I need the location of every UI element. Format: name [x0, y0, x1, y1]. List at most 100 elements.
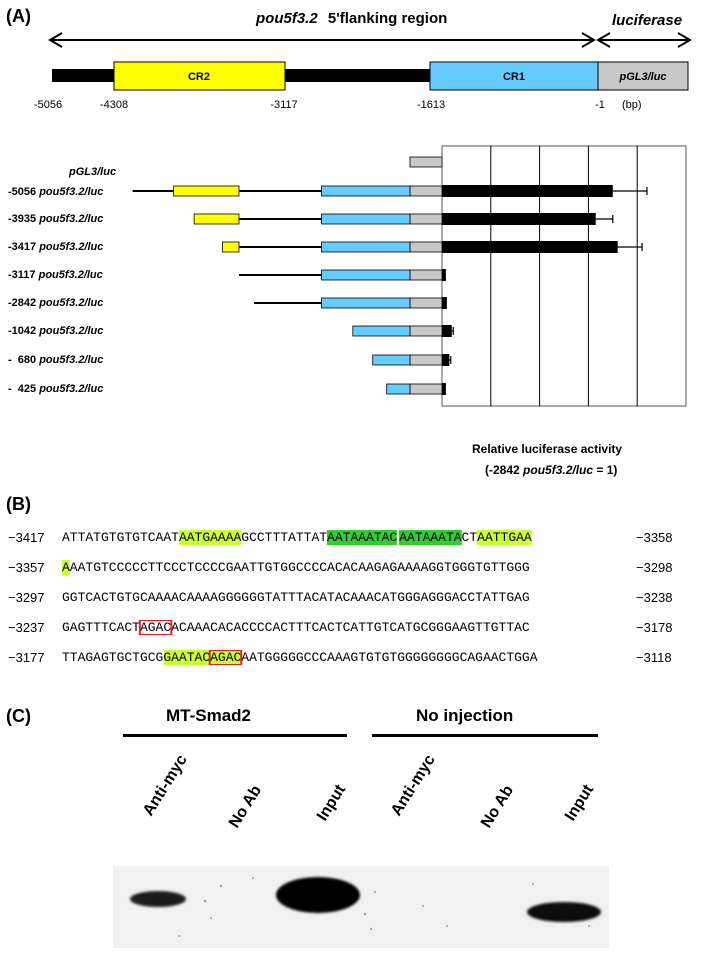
- sequence-start: −3297: [8, 589, 45, 605]
- cr1-label: CR1: [503, 71, 525, 83]
- luc-box: [409, 383, 443, 395]
- highlighted-motif: AATTGAA: [477, 529, 532, 545]
- sequence-line: −3237 GAGTTTCACTAGACACAAACACACCCCACTTTCAC…: [8, 616, 673, 638]
- group-underline-2: [372, 734, 598, 737]
- gel-image: [113, 866, 609, 948]
- luciferase-label: luciferase: [612, 12, 683, 29]
- bar: [442, 297, 447, 309]
- luc-box: [409, 354, 443, 366]
- cr1-segment: [386, 383, 411, 395]
- group-underline-1: [123, 734, 347, 737]
- cr1-segment: [352, 325, 411, 337]
- sequence-line: −3177 TTAGAGTGCTGCGGAATACAGACAATGGGGGCCCA…: [8, 646, 672, 668]
- region-title: pou5f3.2 5'flanking region: [256, 10, 447, 27]
- vector-box: [597, 61, 689, 91]
- lane-label-anti-myc-2: Anti-myc: [388, 751, 439, 820]
- cr1-box: [429, 61, 599, 91]
- luc-box: [409, 156, 443, 168]
- coord-3117: -3117: [270, 99, 297, 111]
- coord-5056: -5056: [34, 99, 62, 111]
- region-label: 5'flanking region: [327, 10, 448, 27]
- region-arrow: [48, 32, 596, 48]
- construct-label-1: -5056 pou5f3.2/luc: [8, 186, 104, 198]
- cr1-segment: [372, 354, 411, 366]
- cr1-segment: [321, 241, 411, 253]
- highlighted-motif: AATGAAAA: [178, 529, 242, 545]
- gel-band-anti-myc: [130, 891, 186, 907]
- bar: [442, 185, 613, 197]
- group-no-injection: No injection: [416, 706, 514, 725]
- sequence-segment: CT: [461, 529, 478, 545]
- luc-box: [409, 297, 443, 309]
- coord-1: -1: [595, 99, 605, 111]
- sequence-text: ATTATGTGTGTCAATAATGAAAAGCCTTTATTATAATAAA…: [62, 529, 621, 545]
- cr2-box: [113, 61, 286, 91]
- sequence-segment: TTAGAGTGCTGCG: [62, 649, 164, 665]
- smad-binding-site: AGAC: [138, 619, 173, 635]
- sequence-text: AAATGTCCCCCTTCCCTCCCCGAATTGTGGCCCCACACAA…: [62, 559, 621, 575]
- promoter-map: CR2 CR1 pGL3/luc -5056 -4308 -3117 -1613…: [34, 32, 692, 111]
- sequence-start: −3177: [8, 649, 45, 665]
- cr2-label: CR2: [188, 71, 210, 83]
- gel-band-input-2: [527, 902, 601, 922]
- cr1-segment: [321, 213, 411, 225]
- sequence-line: −3417 ATTATGTGTGTCAATAATGAAAAGCCTTTATTATA…: [8, 526, 673, 548]
- sequence-text: TTAGAGTGCTGCGGAATACAGACAATGGGGGCCCAAAGTG…: [62, 649, 621, 665]
- luc-box: [409, 185, 443, 197]
- cr1-segment: [321, 269, 411, 281]
- gel-band-input-1: [276, 877, 360, 913]
- vector-label: pGL3/luc: [618, 71, 666, 83]
- bar: [442, 213, 596, 225]
- sequence-segment: AATGGGGGCCCAAAGTGTGTGGGGGGGGCAGAACTGGA: [241, 649, 538, 665]
- sequence-segment: GCCTTTATTAT: [241, 529, 328, 545]
- luciferase-arrow: [596, 32, 692, 48]
- x-axis-subtitle: (-2842 pou5f3.2/luc = 1): [485, 463, 618, 477]
- bar: [442, 354, 450, 366]
- construct-label-2: -3935 pou5f3.2/luc: [8, 213, 104, 225]
- coord-4308: -4308: [100, 99, 128, 111]
- construct-label-6: -1042 pou5f3.2/luc: [8, 325, 104, 337]
- coord-1613: -1613: [417, 99, 445, 111]
- construct-label-list: pGL3/luc -5056 pou5f3.2/luc -3935 pou5f3…: [0, 0, 140, 420]
- bar: [442, 241, 618, 253]
- sequence-end: −3238: [636, 589, 673, 605]
- highlighted-motif: A: [62, 559, 70, 575]
- sequence-segment: ATTATGTGTGTCAAT: [62, 529, 179, 545]
- construct-label-7: - 680 pou5f3.2/luc: [8, 354, 104, 366]
- construct-label-3: -3417 pou5f3.2/luc: [8, 241, 104, 253]
- sequence-segment: AATGTCCCCCTTCCCTCCCCGAATTGTGGCCCCACACAAG…: [69, 559, 530, 575]
- cr2-segment: [173, 185, 240, 197]
- luc-box: [409, 325, 443, 337]
- panel-c-label: (C): [6, 706, 31, 726]
- panel-a-label: (A): [6, 6, 31, 26]
- sequence-end: −3178: [636, 619, 673, 635]
- construct-label-0: pGL3/luc: [69, 166, 117, 178]
- highlighted-motif: AATAAATAC: [327, 529, 398, 545]
- sequence-start: −3417: [8, 529, 45, 545]
- panel-b-label: (B): [6, 494, 31, 514]
- sequence-end: −3118: [636, 649, 672, 665]
- construct-label-4: -3117 pou5f3.2/luc: [8, 269, 103, 281]
- coord-unit: (bp): [622, 99, 642, 111]
- sequence-end: −3298: [636, 559, 673, 575]
- highlighted-motif: GAATAC: [163, 649, 211, 665]
- luc-box: [409, 241, 443, 253]
- sequence-line: −3357 AAATGTCCCCCTTCCCTCCCCGAATTGTGGCCCCA…: [8, 556, 673, 578]
- smad-binding-site: AGAC: [209, 649, 243, 665]
- lane-label-input-1: Input: [314, 781, 350, 825]
- sequence-start: −3357: [8, 559, 45, 575]
- sequence-line: −3297 GGTCACTGTGCAAAACAAAAGGGGGGTATTTACAT…: [8, 586, 673, 608]
- luc-box: [409, 213, 443, 225]
- lane-label-input-2: Input: [562, 781, 598, 825]
- bar: [442, 269, 446, 281]
- cr1-segment: [321, 297, 411, 309]
- construct-label-5: -2842 pou5f3.2/luc: [8, 297, 104, 309]
- lane-label-anti-myc-1: Anti-myc: [140, 751, 191, 820]
- luciferase-chart: 01020304050: [132, 145, 687, 407]
- highlighted-motif: AATAAATA: [399, 529, 462, 545]
- sequence-segment: GGTCACTGTGCAAAACAAAAGGGGGGTATTTACATACAAA…: [62, 589, 530, 605]
- cr1-segment: [321, 185, 411, 197]
- sequence-segment: GAGTTTCACT: [62, 619, 140, 635]
- sequence-text: GAGTTTCACTAGACACAAACACACCCCACTTTCACTCATT…: [62, 619, 621, 635]
- cr2-segment: [193, 213, 240, 225]
